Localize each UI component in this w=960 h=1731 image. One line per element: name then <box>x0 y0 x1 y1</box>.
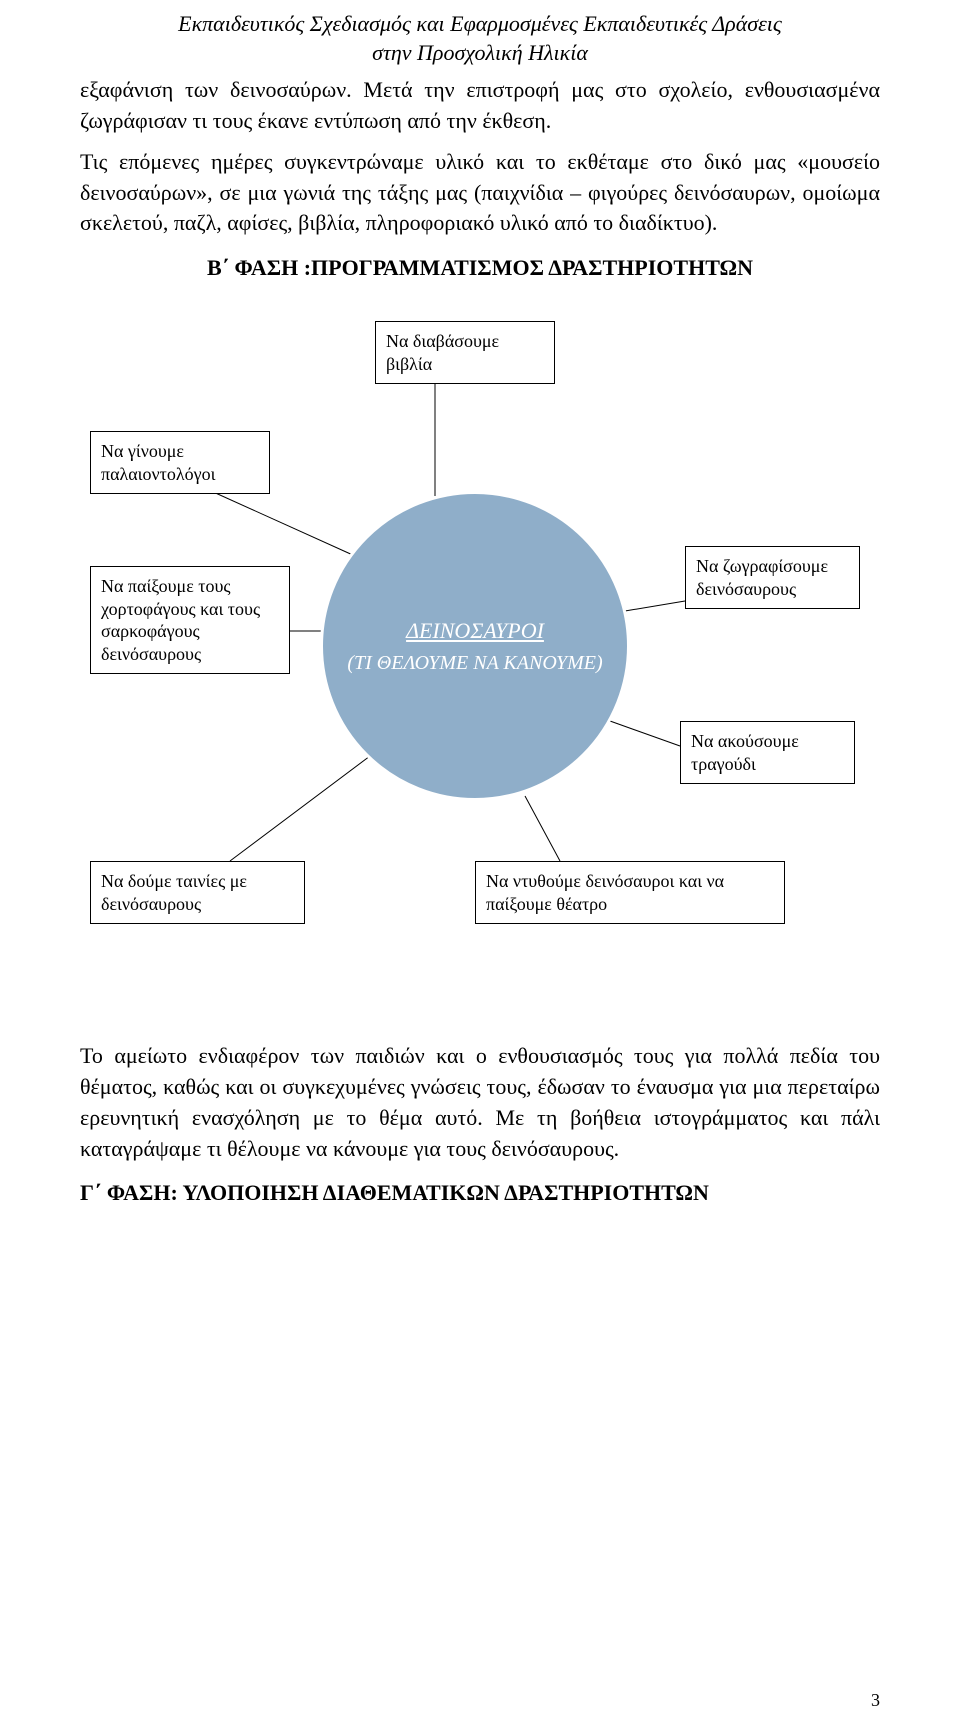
section-c-title: Γ΄ ΦΑΣΗ: ΥΛΟΠΟΙΗΣΗ ΔΙΑΘΕΜΑΤΙΚΩΝ ΔΡΑΣΤΗΡΙ… <box>80 1180 880 1206</box>
intro-paragraph-2: Τις επόμενες ημέρες συγκεντρώναμε υλικό … <box>80 147 880 239</box>
page-header: Εκπαιδευτικός Σχεδιασμός και Εφαρμοσμένε… <box>80 0 880 75</box>
page-number: 3 <box>871 1690 880 1711</box>
header-line-2: στην Προσχολική Ηλικία <box>80 39 880 68</box>
diagram-box-read-books: Να διαβάσουμε βιβλία <box>375 321 555 384</box>
diagram-box-play-dinos: Να παίξουμε τους χορτοφάγους και τους σα… <box>90 566 290 674</box>
outro-paragraph: Το αμείωτο ενδιαφέρον των παιδιών και ο … <box>80 1041 880 1164</box>
circle-title: ΔΕΙΝΟΣΑΥΡΟΙ <box>406 618 544 644</box>
diagram-box-draw-dinos: Να ζωγραφίσουμε δεινόσαυρους <box>685 546 860 609</box>
diagram-box-dressup-theatre: Να ντυθούμε δεινόσαυροι και να παίξουμε … <box>475 861 785 924</box>
concept-diagram: ΔΕΙΝΟΣΑΥΡΟΙ (ΤΙ ΘΕΛΟΥΜΕ ΝΑ ΚΑΝΟΥΜΕ) Να δ… <box>80 301 880 1001</box>
diagram-box-watch-movies: Να δούμε ταινίες με δεινόσαυρους <box>90 861 305 924</box>
intro-paragraph-1: εξαφάνιση των δεινοσαύρων. Μετά την επισ… <box>80 75 880 137</box>
diagram-box-listen-song: Να ακούσουμε τραγούδι <box>680 721 855 784</box>
diagram-box-paleontologists: Να γίνουμε παλαιοντολόγοι <box>90 431 270 494</box>
section-b-title: Β΄ ΦΑΣΗ :ΠΡΟΓΡΑΜΜΑΤΙΣΜΟΣ ΔΡΑΣΤΗΡΙΟΤΗΤΩΝ <box>80 255 880 281</box>
header-line-1: Εκπαιδευτικός Σχεδιασμός και Εφαρμοσμένε… <box>80 10 880 39</box>
diagram-center-circle: ΔΕΙΝΟΣΑΥΡΟΙ (ΤΙ ΘΕΛΟΥΜΕ ΝΑ ΚΑΝΟΥΜΕ) <box>320 491 630 801</box>
circle-subtitle: (ΤΙ ΘΕΛΟΥΜΕ ΝΑ ΚΑΝΟΥΜΕ) <box>347 652 602 675</box>
